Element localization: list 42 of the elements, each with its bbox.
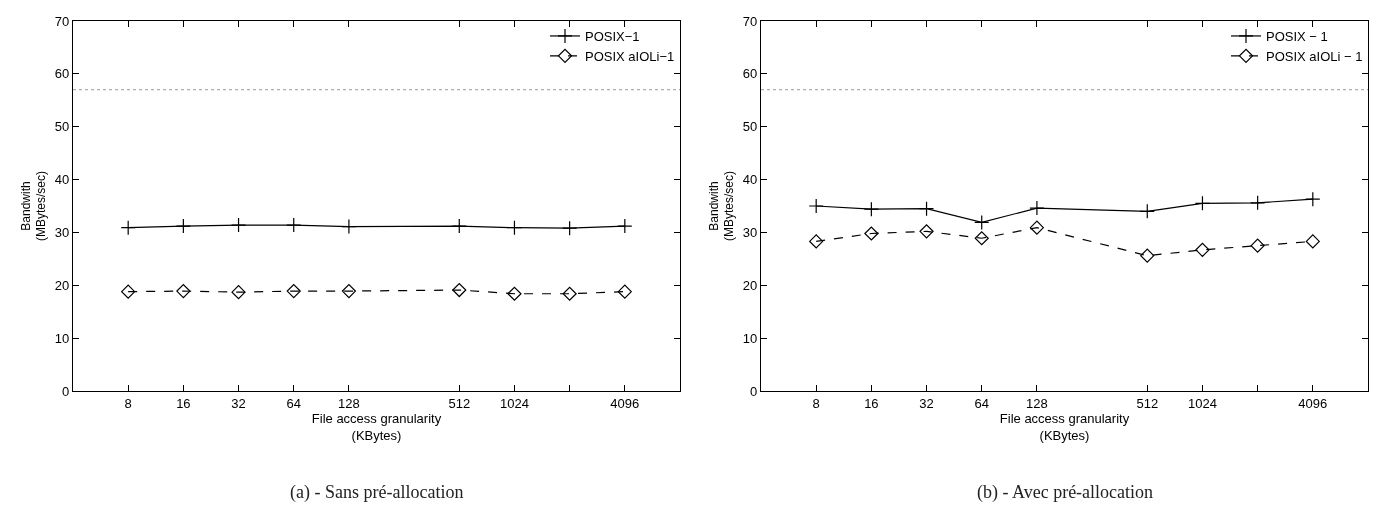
y-tick-label: 60 [742,66,758,82]
x-tick-label: 32 [231,395,246,411]
y-tick-label: 60 [54,66,70,82]
y-tick-label: 20 [54,277,70,293]
text: (b) - Avec pré-allocation [977,482,1154,503]
y-tick-label: 40 [54,172,70,188]
x-tick-label: 4096 [1298,395,1328,411]
y-tick-label: 0 [750,383,758,399]
x-tick-label: 8 [124,395,132,411]
x-axis-title: File access granularity (KBytes) [311,411,442,444]
y-tick-label: 50 [742,119,758,135]
legend-label: POSIX aIOLi−1 [585,48,675,64]
legend-label: POSIX−1 [585,29,640,45]
x-tick-label: 16 [176,395,191,411]
y-tick-label: 30 [742,224,758,240]
x-tick-label: 8 [812,395,820,411]
y-tick-label: 70 [742,13,758,29]
x-tick-label: 64 [286,395,301,411]
x-tick-label: 32 [919,395,934,411]
x-tick-label: 1024 [499,395,529,411]
y-tick-label: 20 [742,277,758,293]
x-axis-title: File access granularity (KBytes) [999,411,1130,444]
y-tick-label: 30 [54,224,70,240]
legend-label: POSIX − 1 [1266,29,1328,45]
y-tick-label: 40 [742,172,758,188]
y-tick-label: 10 [742,330,758,346]
x-tick-label: 4096 [610,395,640,411]
text: (a) - Sans pré-allocation [290,482,464,503]
x-tick-label: 128 [338,395,360,411]
y-tick-label: 0 [62,383,70,399]
legend-label: POSIX aIOLi − 1 [1266,48,1363,64]
x-tick-label: 64 [974,395,989,411]
x-tick-label: 128 [1026,395,1048,411]
y-axis-title: Bandwith (MBytes/sec) [18,170,49,242]
y-tick-label: 10 [54,330,70,346]
x-tick-label: 512 [1136,395,1159,411]
x-tick-label: 16 [864,395,879,411]
x-tick-label: 1024 [1187,395,1217,411]
y-tick-label: 70 [54,13,70,29]
y-axis-title: Bandwith (MBytes/sec) [706,170,737,242]
y-tick-label: 50 [54,119,70,135]
x-tick-label: 512 [448,395,471,411]
